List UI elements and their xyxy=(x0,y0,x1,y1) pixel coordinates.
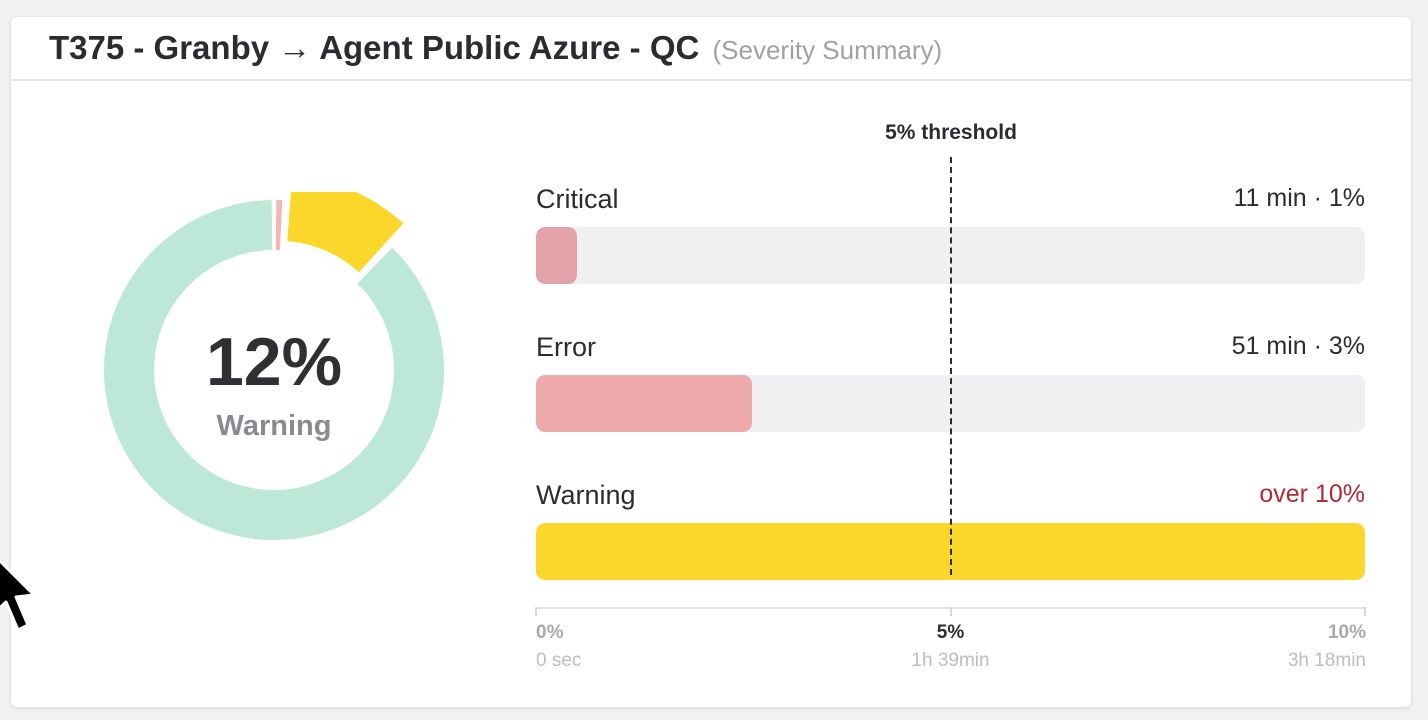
donut-segment-ok[interactable] xyxy=(104,200,445,540)
donut-segment-warning[interactable] xyxy=(287,192,404,273)
axis-tick-time: 0 sec xyxy=(536,650,582,671)
donut-label: Warning xyxy=(216,410,332,442)
axis-tick-mark xyxy=(1364,607,1366,616)
bar-label-critical: Critical xyxy=(536,184,619,214)
threshold-line xyxy=(950,157,952,575)
donut-segment-critical[interactable] xyxy=(275,200,283,251)
bar-label-warning: Warning xyxy=(536,480,636,510)
severity-donut-chart: 12% Warning xyxy=(96,192,452,548)
axis-tick-percent: 0% xyxy=(536,622,564,643)
bar-value-warning: over 10% xyxy=(1259,480,1365,508)
bar-value-critical: 11 min · 1% xyxy=(1233,184,1365,212)
card-header: T375 - Granby → Agent Public Azure - QC … xyxy=(11,17,1411,81)
card-title: T375 - Granby → Agent Public Azure - QC … xyxy=(49,29,942,67)
axis-tick-percent: 10% xyxy=(1327,622,1366,643)
severity-summary-card: T375 - Granby → Agent Public Azure - QC … xyxy=(11,17,1411,707)
bar-label-error: Error xyxy=(536,332,596,362)
axis-tick-time: 1h 39min xyxy=(911,650,990,671)
bar-fill-error xyxy=(536,375,752,432)
axis-tick-mark xyxy=(535,607,537,616)
bar-fill-critical xyxy=(536,227,578,284)
bar-value-error: 51 min · 3% xyxy=(1231,332,1365,360)
severity-bars: 5% threshold Critical 11 min · 1% Error … xyxy=(535,112,1366,682)
donut-svg xyxy=(104,192,445,540)
card-subtitle: (Severity Summary) xyxy=(712,35,943,65)
card-title-text: T375 - Granby → Agent Public Azure - QC xyxy=(49,29,700,66)
threshold-label: 5% threshold xyxy=(885,121,1017,144)
axis-tick-time: 3h 18min xyxy=(1287,650,1366,671)
mouse-cursor-icon xyxy=(0,558,36,632)
axis-tick-mark xyxy=(949,607,952,616)
axis-tick-percent: 5% xyxy=(936,622,965,643)
donut-percent: 12% xyxy=(205,324,343,400)
